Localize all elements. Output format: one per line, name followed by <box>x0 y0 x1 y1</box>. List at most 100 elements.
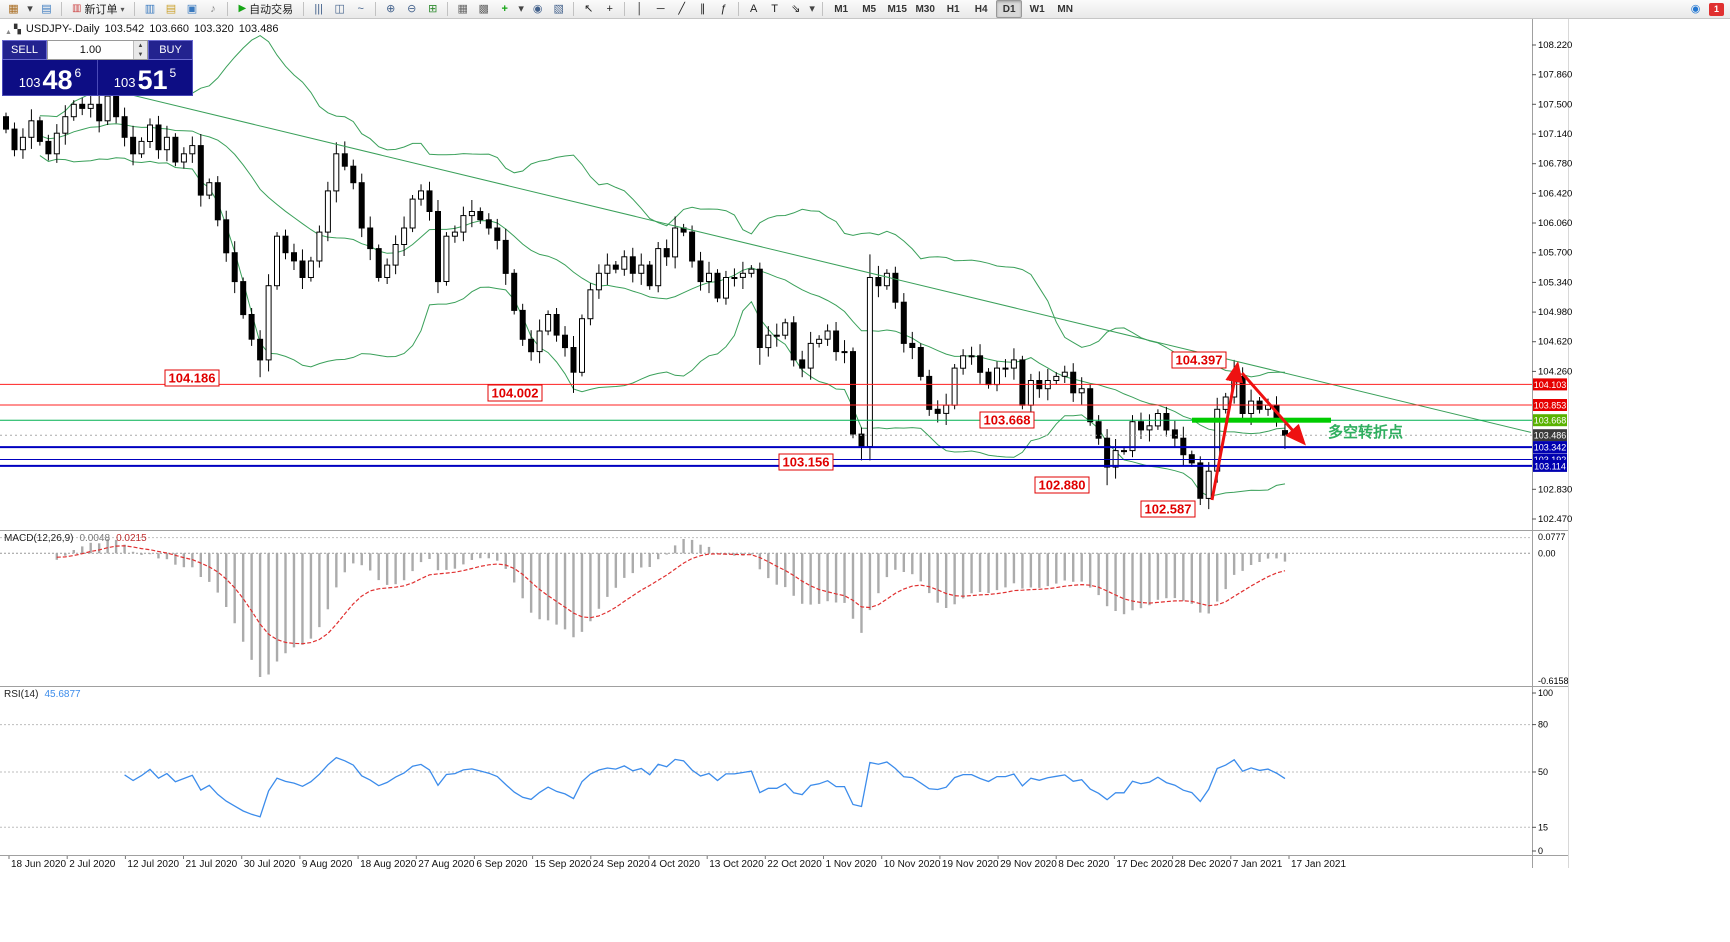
timeframe-m15[interactable]: M15 <box>887 3 907 15</box>
svg-text:12 Jul 2020: 12 Jul 2020 <box>127 859 179 870</box>
zoom-in-icon[interactable]: ⊕ <box>386 2 396 15</box>
svg-text:19 Nov 2020: 19 Nov 2020 <box>942 859 999 870</box>
alerts-icon[interactable]: ♪ <box>210 2 216 15</box>
terminal-icon[interactable]: ▣ <box>186 2 198 15</box>
community-icon[interactable]: ◉ <box>1690 2 1701 15</box>
new-window-icon[interactable]: ▩ <box>478 2 489 15</box>
volume-decrease-button[interactable]: ▼ <box>134 50 147 59</box>
rsi-value: 45.6877 <box>44 689 81 700</box>
text-label-icon[interactable]: T <box>771 2 779 15</box>
price-callout: 104.002 <box>487 384 543 402</box>
arrows-dropdown-icon[interactable]: ▾ <box>809 2 815 15</box>
annotation-text: 多空转折点 <box>1328 424 1404 441</box>
bar-chart-icon[interactable]: ||| <box>314 2 323 15</box>
svg-text:104.260: 104.260 <box>1538 366 1572 377</box>
timeframe-m5[interactable]: M5 <box>862 3 877 15</box>
svg-text:8 Dec 2020: 8 Dec 2020 <box>1058 859 1110 870</box>
svg-text:103.486: 103.486 <box>1534 431 1567 441</box>
descending-trendline[interactable] <box>84 83 1532 433</box>
svg-text:107.500: 107.500 <box>1538 99 1572 110</box>
fibonacci-icon[interactable]: ƒ <box>720 2 727 15</box>
zoom-out-icon[interactable]: ⊖ <box>407 2 417 15</box>
svg-text:102.470: 102.470 <box>1538 514 1572 525</box>
svg-text:29 Nov 2020: 29 Nov 2020 <box>1000 859 1057 870</box>
buy-price-pips: 51 <box>137 64 168 95</box>
new-order-button-icon: ▥ <box>72 3 82 14</box>
svg-text:17 Dec 2020: 17 Dec 2020 <box>1116 859 1173 870</box>
line-chart-icon[interactable]: ~ <box>357 2 364 15</box>
support-zone-segment[interactable] <box>1192 417 1331 423</box>
autotrading-button[interactable]: ▶ 自动交易 <box>232 0 299 18</box>
volume-increase-button[interactable]: ▲ <box>134 41 147 50</box>
svg-text:102.830: 102.830 <box>1538 484 1572 495</box>
horizontal-line-icon[interactable]: ─ <box>656 2 665 15</box>
svg-text:105.700: 105.700 <box>1538 248 1572 259</box>
new-chart-icon[interactable]: ▦ <box>8 2 19 15</box>
trendline-icon[interactable]: ╱ <box>678 2 685 15</box>
svg-text:103.668: 103.668 <box>1534 416 1567 426</box>
axes: 108.220 107.860 107.500 107.140 106.780 106.4… <box>0 19 1572 870</box>
cycles-icon[interactable]: ◉ <box>532 2 543 15</box>
toolbar-separator <box>227 2 229 16</box>
one-click-collapse-button[interactable]: ▲ <box>5 29 12 36</box>
toolbar-separator <box>375 2 377 16</box>
auto-scroll-icon[interactable]: ⊞ <box>428 2 438 15</box>
timeframe-mn[interactable]: MN <box>1057 3 1073 15</box>
timeframe-h4[interactable]: H4 <box>974 3 988 15</box>
price-callout: 103.156 <box>778 453 834 471</box>
timeframe-d1[interactable]: D1 <box>996 0 1023 18</box>
svg-text:106.420: 106.420 <box>1538 188 1572 199</box>
one-click-trading-panel: SELL 1.00 ▲ ▼ BUY 103 48 6 103 51 5 <box>2 40 193 96</box>
indicators-icon[interactable]: + <box>501 2 508 15</box>
trade-arrows[interactable] <box>1210 361 1306 501</box>
sell-button[interactable]: SELL <box>2 40 47 60</box>
templates-icon[interactable]: ▧ <box>553 2 564 15</box>
candlestick-chart-icon[interactable]: ◫ <box>334 2 345 15</box>
timeframe-m30[interactable]: M30 <box>915 3 935 15</box>
rsi-name: RSI(14) <box>4 689 39 700</box>
sell-price-display[interactable]: 103 48 6 <box>3 60 97 95</box>
volume-input[interactable]: 1.00 <box>79 44 102 56</box>
profiles-icon[interactable]: ▤ <box>41 2 52 15</box>
buy-button[interactable]: BUY <box>148 40 193 60</box>
text-icon[interactable]: A <box>750 2 758 15</box>
timeframe-h1[interactable]: H1 <box>946 3 960 15</box>
ohlc-low: 103.320 <box>194 23 234 35</box>
svg-text:15 Sep 2020: 15 Sep 2020 <box>535 859 592 870</box>
timeframe-m1[interactable]: M1 <box>834 3 849 15</box>
svg-text:100: 100 <box>1538 688 1553 698</box>
notification-badge[interactable]: 1 <box>1709 2 1724 16</box>
market-watch-icon[interactable]: ▥ <box>144 2 156 15</box>
svg-text:104.620: 104.620 <box>1538 337 1572 348</box>
navigator-icon[interactable]: ▤ <box>165 2 177 15</box>
buy-price-display[interactable]: 103 51 5 <box>97 60 192 95</box>
toolbar-separator <box>303 2 305 16</box>
equidistant-channel-icon[interactable]: ∥ <box>699 2 706 15</box>
tile-windows-icon[interactable]: ▦ <box>457 2 468 15</box>
horizontal-lines[interactable] <box>0 383 1532 467</box>
svg-text:103.342: 103.342 <box>1534 443 1567 453</box>
toolbar-separator <box>822 2 824 16</box>
macd-panel <box>0 537 1532 677</box>
macd-value-main: 0.0048 <box>79 533 111 544</box>
new-chart-dropdown-icon[interactable]: ▾ <box>27 2 33 15</box>
volume-control: 1.00 ▲ ▼ <box>47 40 148 60</box>
chart-ohlc-info: ▚ USDJPY-.Daily 103.542 103.660 103.320 … <box>14 23 279 35</box>
autotrading-button-label: 自动交易 <box>249 4 294 16</box>
crosshair-icon[interactable]: + <box>606 2 613 15</box>
svg-text:-0.6158: -0.6158 <box>1538 676 1569 686</box>
vertical-line-icon[interactable]: │ <box>636 2 644 15</box>
svg-text:27 Aug 2020: 27 Aug 2020 <box>418 859 475 870</box>
price-callout: 102.880 <box>1034 476 1090 494</box>
volume-stepper: ▲ ▼ <box>133 41 147 59</box>
new-order-button-label: 新订单 <box>84 4 118 16</box>
sell-price-point: 6 <box>74 66 82 80</box>
cursor-icon[interactable]: ↖ <box>584 2 594 15</box>
arrows-icon[interactable]: ⇘ <box>791 2 801 15</box>
new-order-button[interactable]: ▥ 新订单 ▾ <box>66 0 130 18</box>
svg-text:13 Oct 2020: 13 Oct 2020 <box>709 859 764 870</box>
timeframe-w1[interactable]: W1 <box>1029 3 1045 15</box>
indicators-dropdown-icon[interactable]: ▾ <box>518 2 524 15</box>
